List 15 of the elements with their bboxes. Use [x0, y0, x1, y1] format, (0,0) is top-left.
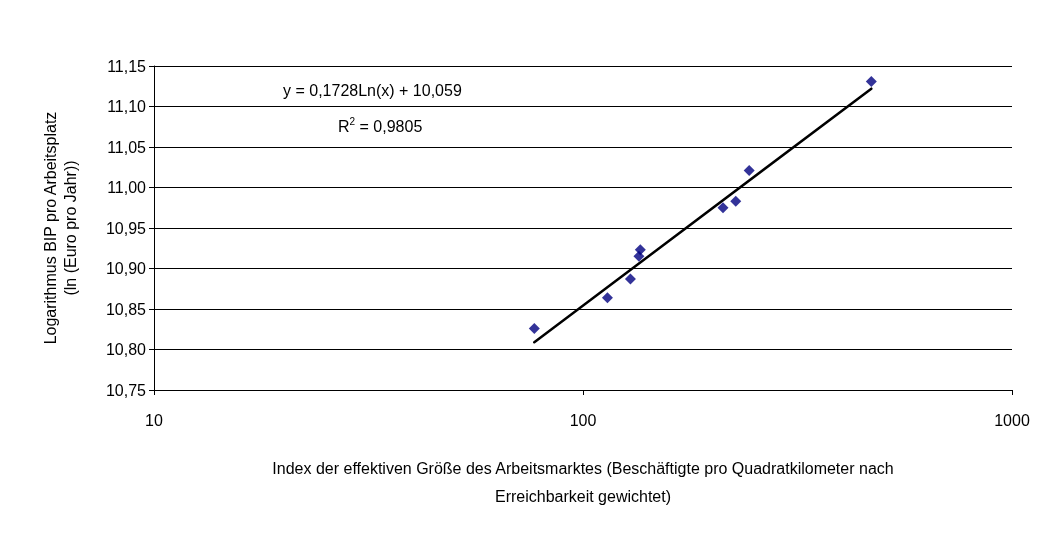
y-tick-label: 11,05: [107, 138, 147, 156]
annotation: y = 0,1728Ln(x) + 10,059: [283, 81, 462, 99]
y-tick-label: 11,15: [107, 57, 147, 75]
x-tick-label: 10: [145, 411, 163, 429]
y-tick-label: 11,00: [107, 179, 147, 196]
y-tick-label: 11,10: [107, 98, 147, 115]
y-axis-title: Logarithmus BIP pro Arbeitsplatz (ln (Euro pro Jahr)): [41, 111, 79, 345]
x-tick-label: 100: [569, 411, 597, 429]
y-tick-label: 10,75: [105, 381, 147, 399]
x-axis-title: Index der effektiven Größe des Arbeitsmarktes (Beschäftigte pro Quadratkilometer nach Erreichbarkeit gewichtet): [272, 459, 894, 505]
y-tick-label: 10,80: [105, 341, 147, 358]
y-tick-label: 10,85: [105, 300, 147, 318]
x-tick-label: 1000: [994, 411, 1030, 429]
y-tick-label: 10,90: [105, 260, 147, 277]
y-tick-label: 10,95: [105, 219, 147, 237]
